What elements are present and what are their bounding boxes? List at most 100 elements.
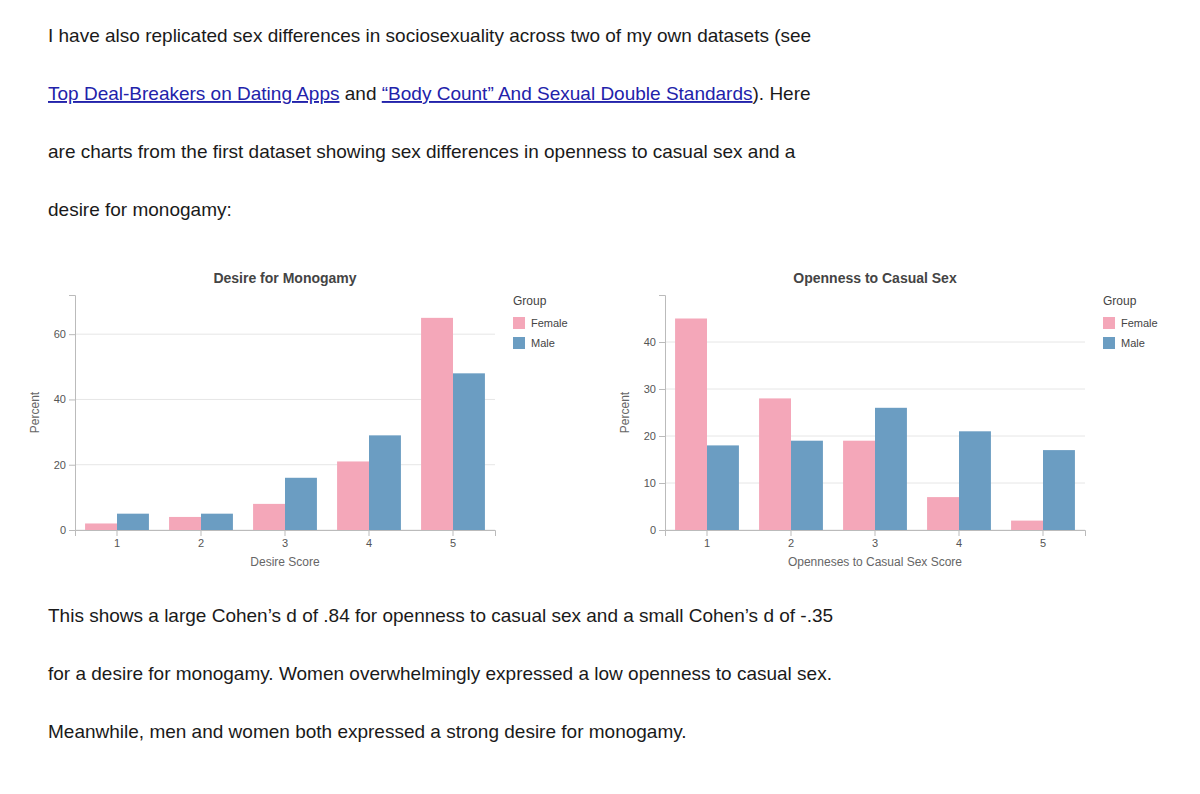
y-axis: 0204060: [54, 296, 76, 537]
bar: [1043, 450, 1075, 530]
series: [707, 408, 1075, 530]
bar: [85, 523, 117, 530]
grid-line: [665, 342, 1085, 343]
chart: 020406012345Desire for MonogamyDesire Sc…: [28, 270, 568, 569]
tick-label: 1: [704, 537, 710, 549]
tick-mark: [707, 530, 708, 536]
bars: [675, 319, 1075, 531]
x-axis: 1 2 3 4 5: [666, 530, 1086, 549]
legend-item: Male: [1103, 337, 1145, 349]
tick-mark: [659, 530, 665, 531]
y-axis: 0 10 20 30 40: [644, 296, 666, 537]
legend-item: Male: [513, 337, 555, 349]
paragraph-line: This shows a large Cohen’s d of .84 for …: [48, 605, 833, 626]
legend-title: Group: [1103, 294, 1137, 308]
tick-mark: [659, 483, 665, 484]
bar: [337, 461, 369, 530]
text-segment: and: [340, 83, 382, 104]
bar: [169, 517, 201, 530]
chart-title: Desire for Monogamy: [213, 270, 356, 286]
x-axis-label: Openneses to Casual Sex Score: [788, 555, 962, 569]
bar: [453, 373, 485, 530]
bar: [421, 318, 453, 530]
text-segment: for a desire for monogamy. Women overwhe…: [48, 663, 832, 684]
series: [117, 373, 485, 530]
tick: 60: [54, 328, 75, 340]
tick: 4: [956, 530, 962, 549]
axis-line: [659, 296, 666, 531]
bar: [707, 445, 739, 530]
bar: [959, 431, 991, 530]
tick-mark: [1043, 530, 1044, 536]
tick-mark: [875, 530, 876, 536]
tick-label: 0: [60, 524, 66, 536]
axis-line: [69, 296, 76, 531]
tick-mark: [453, 530, 454, 536]
bars: [85, 318, 485, 530]
legend-title: Group: [513, 294, 547, 308]
grid-line: [665, 389, 1085, 390]
tick-mark: [285, 530, 286, 536]
tick-label: 0: [650, 524, 656, 536]
tick: 0: [60, 524, 75, 536]
tick-label: 1: [114, 537, 120, 549]
paragraph-line: are charts from the first dataset showin…: [48, 141, 796, 162]
x-axis-label: Desire Score: [250, 555, 320, 569]
legend-item: Female: [1103, 317, 1158, 329]
bar: [253, 504, 285, 530]
tick-label: 3: [872, 537, 878, 549]
tick: 40: [644, 336, 665, 348]
tick-label: 2: [198, 537, 204, 549]
tick-mark: [959, 530, 960, 536]
legend: Group Female Male: [1103, 294, 1158, 349]
bar: [843, 441, 875, 530]
legend-item: Female: [513, 317, 568, 329]
legend: Group Female Male: [513, 294, 568, 349]
tick: 20: [644, 430, 665, 442]
tick: 5: [1040, 530, 1046, 549]
tick-label: 4: [956, 537, 962, 549]
text-segment: I have also replicated sex differences i…: [48, 25, 811, 46]
tick-mark: [69, 530, 75, 531]
tick: 30: [644, 383, 665, 395]
legend-swatch: [513, 337, 525, 349]
chart: 01020304012345Openness to Casual SexOpen…: [618, 270, 1158, 569]
bar: [201, 514, 233, 530]
tick: 2: [788, 530, 794, 549]
tick-label: 3: [282, 537, 288, 549]
tick: 1: [704, 530, 710, 549]
bar: [285, 478, 317, 530]
text-segment: Meanwhile, men and women both expressed …: [48, 721, 687, 742]
grid: [665, 342, 1085, 530]
legend-swatch: [1103, 317, 1115, 329]
bar: [875, 408, 907, 530]
tick-label: 40: [54, 393, 66, 405]
bar: [1011, 521, 1043, 530]
bar: [369, 435, 401, 530]
axis-line: [76, 531, 496, 537]
tick-mark: [659, 436, 665, 437]
tick-label: 30: [644, 383, 656, 395]
paragraph-line: for a desire for monogamy. Women overwhe…: [48, 663, 832, 684]
paragraph-line: I have also replicated sex differences i…: [48, 25, 811, 46]
legend-swatch: [513, 317, 525, 329]
bar: [675, 319, 707, 531]
tick-mark: [659, 389, 665, 390]
link[interactable]: “Body Count” And Sexual Double Standards: [382, 83, 753, 104]
paragraph-line: Meanwhile, men and women both expressed …: [48, 721, 687, 742]
tick: 0: [650, 524, 665, 536]
bar: [117, 514, 149, 530]
tick-mark: [69, 399, 75, 400]
link[interactable]: Top Deal-Breakers on Dating Apps: [48, 83, 340, 104]
tick: 5: [450, 530, 456, 549]
bar: [927, 497, 959, 530]
tick: 1: [114, 530, 120, 549]
tick-label: 5: [1040, 537, 1046, 549]
y-axis-label: Percent: [618, 391, 632, 433]
tick-mark: [791, 530, 792, 536]
legend-label: Female: [531, 317, 568, 329]
page: I have also replicated sex differences i…: [0, 0, 1200, 794]
tick-label: 40: [644, 336, 656, 348]
tick-label: 2: [788, 537, 794, 549]
tick: 10: [644, 477, 665, 489]
